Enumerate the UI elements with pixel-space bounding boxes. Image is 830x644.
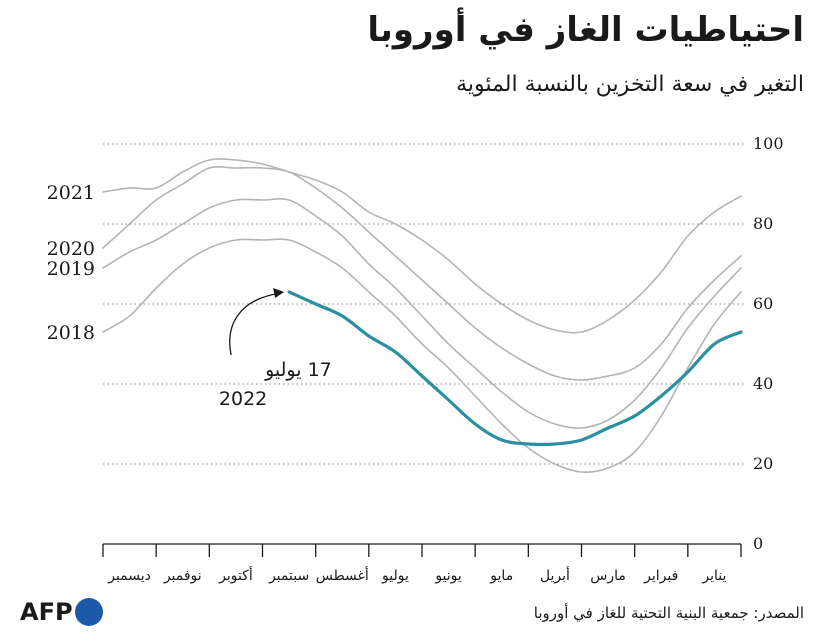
month-label: يوليو: [381, 568, 409, 584]
y-tick-label: 100: [753, 134, 784, 153]
month-label: نوفمبر: [163, 568, 202, 584]
chart-title: احتياطيات الغاز في أوروبا: [367, 10, 804, 50]
y-tick-label: 60: [753, 294, 773, 313]
month-label: أغسطس: [316, 566, 369, 584]
month-label: مارس: [590, 568, 626, 584]
y-tick-label: 20: [753, 454, 773, 473]
series-line-2020: [102, 166, 742, 381]
series-lines: [102, 158, 743, 473]
month-label: سبتمبر: [268, 568, 309, 584]
series-label-2020: 2020: [47, 238, 95, 260]
y-tick-label: 40: [753, 374, 773, 393]
y-tick-label: 0: [753, 534, 763, 553]
chart-subtitle: التغير في سعة التخزين بالنسبة المئوية: [456, 72, 804, 97]
annotation-arrowhead: [273, 288, 285, 298]
annotation-year: 2022: [219, 388, 267, 410]
month-label: ديسمبر: [107, 568, 151, 584]
series-line-2019: [102, 198, 742, 429]
month-label: مايو: [489, 568, 513, 584]
month-label: يونيو: [434, 568, 462, 584]
grid-lines: [103, 143, 745, 465]
source-note: المصدر: جمعية البنية التحتية للغاز في أو…: [533, 604, 804, 622]
month-label: فبراير: [643, 568, 678, 584]
afp-logo-text: AFP: [20, 598, 73, 626]
series-label-2021: 2021: [47, 182, 95, 204]
annotation-arrow: [229, 292, 282, 356]
y-axis: 0 20 40 60 80 100: [753, 134, 784, 553]
afp-logo: AFP: [20, 598, 103, 626]
annotation-date: 17 يوليو: [264, 359, 332, 381]
month-label: أبريل: [540, 566, 570, 584]
x-axis: يناير فبراير مارس أبريل مايو يونيو يوليو أغسطس س…: [102, 543, 742, 584]
y-tick-label: 80: [753, 214, 773, 233]
annotation: 17 يوليو 2022: [219, 288, 332, 410]
series-label-2018: 2018: [47, 322, 95, 344]
series-line-2018: [102, 238, 742, 473]
series-line-2022: [287, 290, 743, 447]
afp-logo-circle: [74, 598, 103, 626]
month-label: يناير: [701, 568, 726, 584]
series-label-2019: 2019: [47, 258, 95, 280]
series-line-2021: [102, 158, 742, 334]
month-label: أكتوبر: [218, 566, 253, 584]
